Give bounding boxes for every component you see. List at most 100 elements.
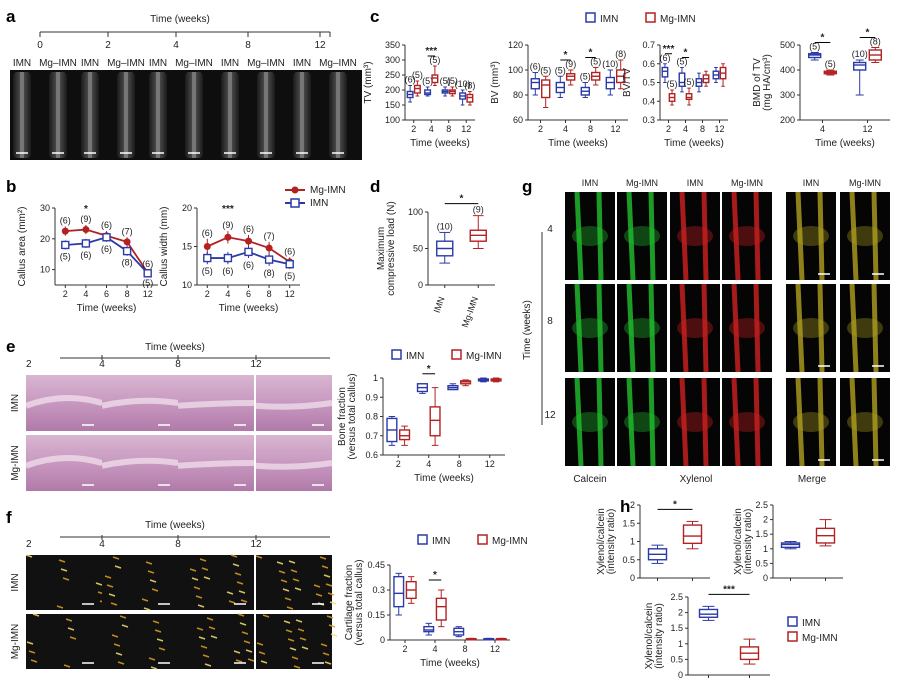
callus-signal <box>847 318 883 338</box>
fluorescence-image <box>840 192 890 280</box>
panel-g-row-label: 8 <box>547 316 553 327</box>
c1-x-tick-label: 2 <box>411 124 416 134</box>
e-sig-label: * <box>427 364 431 375</box>
c1-x-tick-label: 12 <box>461 124 471 134</box>
collagen-fiber <box>290 569 298 573</box>
panel-g-channel-label: Calcein <box>573 474 606 485</box>
panel-g-col-label: IMN <box>687 178 704 188</box>
c3-n-label: (6) <box>659 53 670 63</box>
f-x-tick-label: 8 <box>462 644 467 654</box>
collagen-fiber <box>288 560 296 564</box>
collagen-fiber <box>301 646 309 650</box>
b1-n-label: (6) <box>142 259 153 269</box>
collagen-fiber <box>236 581 244 585</box>
c4-y-tick-label: 200 <box>780 115 795 125</box>
b1-y-tick-label: 20 <box>40 234 50 244</box>
h3-y-tick-label: 2 <box>678 608 683 618</box>
panel-g: IMN Mg-IMN IMN Mg-IMN IMN Mg-IMN 4 8 12 Calcein Xy… <box>522 178 890 485</box>
collagen-fiber <box>67 627 75 631</box>
panel-letter-f: f <box>6 508 12 527</box>
collagen-fiber <box>115 652 123 656</box>
c1-y-tick-label: 250 <box>385 70 400 80</box>
callus-signal <box>677 412 713 432</box>
b2-point <box>203 253 212 263</box>
b2-point <box>285 260 294 269</box>
collagen-fiber <box>119 615 127 619</box>
b1-point <box>81 239 91 248</box>
collagen-fiber <box>204 663 212 667</box>
legend-f: IMN Mg-IMN <box>417 534 528 547</box>
polarized-image <box>256 614 332 669</box>
c2-y-tick-label: 80 <box>513 90 523 100</box>
fluorescence-image <box>786 284 836 372</box>
c1-sig-label: *** <box>425 46 437 57</box>
c3-y-tick-label: 0.3 <box>642 115 655 125</box>
c4-box <box>853 61 867 71</box>
d-n-label: (10) <box>437 221 453 231</box>
collagen-fiber <box>150 666 158 670</box>
callus-signal <box>729 226 765 246</box>
c3-box <box>685 93 693 101</box>
histology-texture <box>255 400 333 410</box>
b1-n-label: (9) <box>80 214 91 224</box>
panel-a-week-label: 4 <box>173 40 179 51</box>
collagen-fiber <box>156 638 164 642</box>
collagen-fiber <box>315 593 323 597</box>
h3-y-tick-label: 1.5 <box>670 623 683 633</box>
b1-y-tick-label: 30 <box>40 203 50 213</box>
fluorescence-image <box>565 378 615 466</box>
b2-point <box>224 233 232 241</box>
c3-sig-label: *** <box>663 44 675 55</box>
bone-signal <box>574 377 604 467</box>
collagen-fiber <box>240 599 248 603</box>
b1-n-label: (6) <box>101 220 112 230</box>
h2-y-label: (intensity ratio) <box>743 509 754 575</box>
c3-box <box>661 66 669 78</box>
panel-a-group-label: Mg–IMN <box>39 58 77 69</box>
panel-a-week-label: 0 <box>37 40 43 51</box>
fluorescence-image <box>840 378 890 466</box>
h1-y-label: (intensity ratio) <box>606 509 617 575</box>
xray-nail-image <box>88 72 92 158</box>
b2-y-tick-label: 20 <box>182 203 192 213</box>
c1-y-label: TV (mm³) <box>363 61 374 103</box>
collagen-fiber <box>202 654 210 658</box>
collagen-fiber <box>208 626 216 630</box>
collagen-fiber <box>189 568 197 572</box>
c4-y-tick-label: 300 <box>780 90 795 100</box>
f-box <box>393 575 405 608</box>
collagen-fiber <box>326 615 334 619</box>
collagen-fiber <box>293 665 301 669</box>
collagen-fiber <box>110 602 118 606</box>
panel-g-row-label: 4 <box>547 224 553 235</box>
bone-signal <box>795 377 825 467</box>
collagen-fiber <box>329 601 337 605</box>
h1-sig-label: * <box>673 499 677 510</box>
collagen-fiber <box>330 633 338 637</box>
b1-point <box>123 238 131 246</box>
c1-y-tick-label: 300 <box>385 55 400 65</box>
h3-y-tick-label: 0.5 <box>670 654 683 664</box>
b1-x-tick-label: 2 <box>63 289 68 299</box>
h1-y-tick-label: 0.5 <box>622 555 635 565</box>
b1-point <box>61 240 70 250</box>
collagen-fiber <box>294 587 302 591</box>
legend-h-mg: Mg-IMN <box>802 633 838 644</box>
f-y-tick-label: 0 <box>380 635 385 645</box>
collagen-fiber <box>149 579 157 583</box>
e-x-label: Time (weeks) <box>414 473 474 484</box>
week-label: 4 <box>99 539 105 550</box>
b2-point <box>244 247 253 257</box>
collagen-fiber <box>148 657 156 661</box>
c2-n-label: (5) <box>590 57 601 67</box>
d-y-tick-label: 50 <box>413 244 423 254</box>
collagen-fiber <box>280 579 288 583</box>
collagen-fiber <box>322 652 330 656</box>
collagen-fiber <box>228 600 236 604</box>
h3-y-label: (intensity ratio) <box>654 603 665 669</box>
histology-texture <box>24 455 103 469</box>
collagen-fiber <box>226 591 234 595</box>
panel-a-group-label: IMN <box>293 58 311 69</box>
d-x-tick-label: Mg-IMN <box>460 295 480 328</box>
